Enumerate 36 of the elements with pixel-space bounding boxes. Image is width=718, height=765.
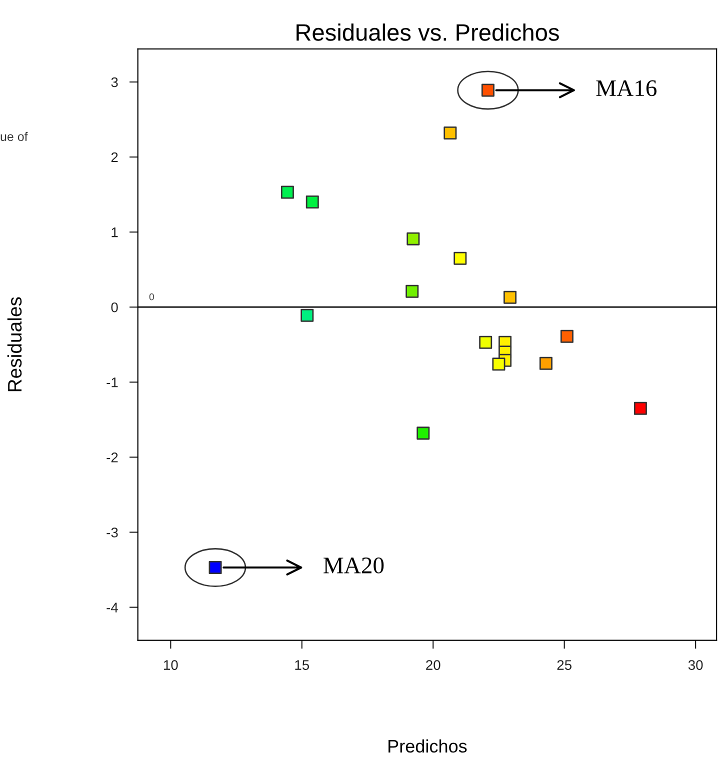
x-tick-label: 30 — [688, 660, 703, 670]
x-axis-title: Predichos — [388, 739, 467, 753]
y-tick-label: 2 — [111, 152, 118, 162]
point — [280, 186, 294, 199]
point — [560, 330, 574, 343]
point — [634, 402, 647, 415]
annotation: MA20 — [324, 557, 384, 574]
point — [479, 336, 492, 349]
point — [444, 126, 457, 140]
y-axis-title: Residuales — [7, 297, 22, 392]
x-tick-label: 25 — [557, 660, 572, 670]
point — [406, 232, 420, 246]
y-tick-label: -2 — [106, 452, 118, 462]
point — [406, 284, 419, 298]
point — [481, 84, 494, 97]
y-tick-label: -3 — [106, 528, 118, 538]
y-tick-label: 3 — [111, 77, 118, 88]
y-tick-label: -1 — [106, 378, 118, 388]
point — [504, 290, 517, 304]
point — [208, 561, 222, 574]
point — [416, 426, 430, 440]
chart-title: Residuales vs. Predichos — [296, 24, 559, 41]
point — [454, 252, 467, 265]
point — [539, 356, 552, 370]
x-tick-label: 10 — [164, 660, 178, 670]
y-tick-label: 0 — [111, 302, 118, 312]
point — [492, 358, 506, 371]
point — [300, 308, 314, 322]
y-tick-label: 1 — [112, 228, 118, 238]
point — [306, 196, 319, 209]
x-tick-label: 15 — [295, 660, 310, 670]
ref-line-label: 0 — [149, 293, 154, 300]
annotation: MA16 — [596, 80, 657, 96]
x-tick-label: 20 — [426, 660, 440, 670]
text: ue of — [0, 132, 28, 142]
y-tick-label: -4 — [106, 602, 118, 612]
